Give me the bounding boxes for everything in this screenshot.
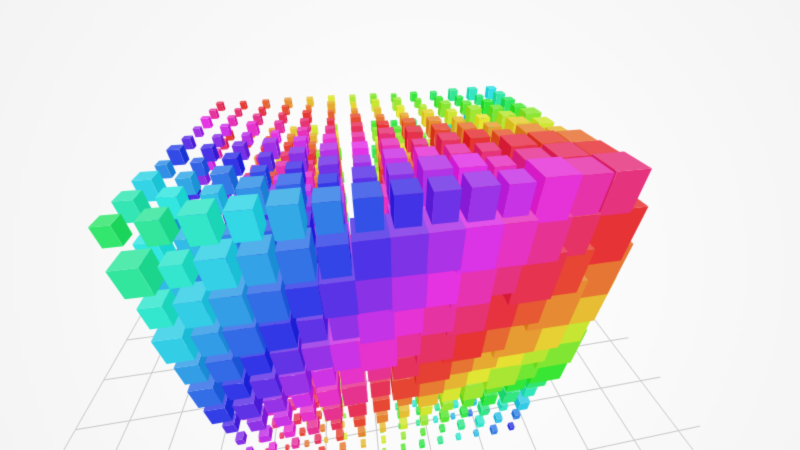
webgl-viewport[interactable] — [0, 0, 800, 450]
scene-canvas[interactable] — [0, 0, 800, 450]
